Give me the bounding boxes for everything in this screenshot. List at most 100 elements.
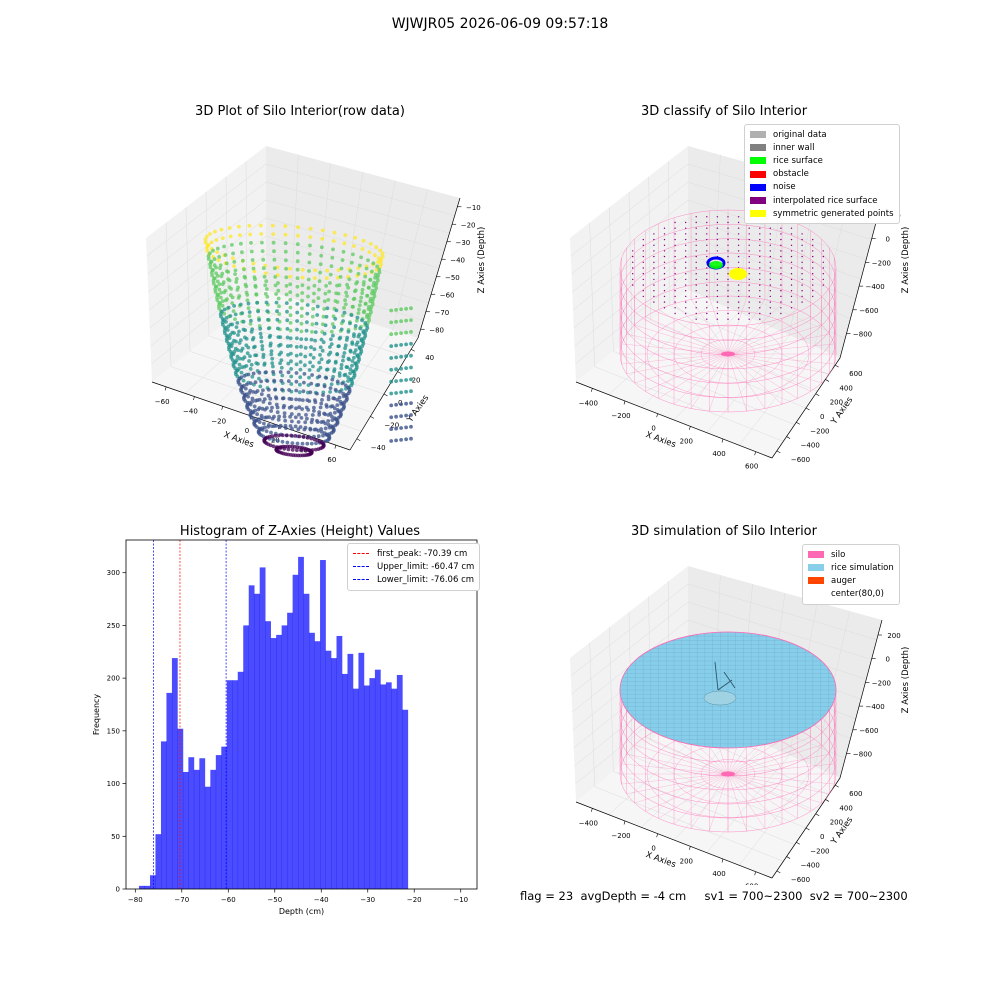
raw-point <box>348 367 353 372</box>
raw-point <box>404 306 408 311</box>
raw-point <box>299 321 304 326</box>
raw-point <box>338 399 343 404</box>
raw-point <box>322 299 327 304</box>
raw-point <box>343 346 347 351</box>
cls-surface-point <box>642 250 644 252</box>
cls-surface-point <box>685 307 687 309</box>
cls-surface-point <box>780 301 782 303</box>
raw-point <box>229 287 233 291</box>
raw-point <box>365 294 369 298</box>
raw-point <box>348 269 353 273</box>
histogram-bar <box>336 635 343 889</box>
cls-surface-point <box>780 233 782 235</box>
cls-surface-point <box>706 238 708 241</box>
raw-point <box>234 325 239 329</box>
raw-point <box>220 303 225 308</box>
raw-point <box>215 246 220 251</box>
raw-point <box>326 413 331 417</box>
raw-point <box>348 321 352 326</box>
cls-surface-point <box>695 284 697 286</box>
cls-silo-floor-ring <box>700 339 756 369</box>
cls-surface-point <box>801 255 803 258</box>
raw-point <box>341 319 345 323</box>
cls-surface-point <box>812 238 814 241</box>
cls-y-tick-label: 0 <box>820 413 824 421</box>
cls-surface-point <box>727 216 729 218</box>
raw-point <box>306 277 311 282</box>
raw-point <box>279 365 284 370</box>
histogram-y-tick-label: 200 <box>107 675 120 683</box>
raw-point <box>389 356 394 360</box>
raw-point <box>307 368 312 372</box>
cls-surface-point <box>769 244 771 246</box>
raw-x-tick <box>193 396 195 401</box>
raw-point <box>409 401 413 405</box>
raw-point <box>286 379 291 383</box>
cls-surface-point <box>769 250 771 252</box>
raw-point <box>261 266 266 271</box>
raw-point <box>286 361 291 366</box>
raw-point <box>305 311 310 316</box>
cls-surface-point <box>737 295 740 298</box>
raw-point <box>343 383 348 388</box>
cls-surface-point <box>642 238 644 241</box>
raw-point <box>237 329 241 334</box>
sim-z-tick-label: −600 <box>859 727 878 735</box>
raw-point <box>266 317 270 322</box>
classify-legend-entry: obstacle <box>750 168 894 181</box>
raw-point <box>316 296 321 300</box>
raw-point <box>228 234 233 239</box>
cls-x-tick-label: 0 <box>651 425 655 433</box>
raw-point <box>270 356 275 361</box>
raw-point <box>259 416 264 421</box>
cls-surface-point <box>695 250 697 252</box>
histogram-bar <box>402 709 409 889</box>
raw-point <box>233 312 238 317</box>
raw-point <box>377 267 382 272</box>
raw-point <box>295 276 300 281</box>
raw-point <box>232 260 237 264</box>
raw-point <box>208 265 213 270</box>
cls-surface-point <box>663 295 666 298</box>
raw-point <box>241 319 246 324</box>
raw-point <box>282 414 287 419</box>
raw-point <box>389 427 394 431</box>
raw-point <box>300 441 305 446</box>
cls-x-tick <box>754 451 756 456</box>
histogram-bar <box>232 680 239 889</box>
raw-point <box>211 279 216 283</box>
raw-point <box>307 260 312 265</box>
raw-point <box>361 329 366 333</box>
histogram-bar <box>320 560 326 889</box>
cls-silo-floor-ring <box>646 310 810 398</box>
raw-point <box>260 344 265 348</box>
raw-point <box>289 359 293 364</box>
cls-z-tick-label: −200 <box>872 259 891 267</box>
raw-point <box>271 370 275 374</box>
cls-x-tick-label: −200 <box>611 412 630 420</box>
raw-y-axis-label: Y Axies <box>405 393 432 425</box>
histogram-bar <box>193 769 200 889</box>
cls-surface-point <box>790 244 793 246</box>
cls-surface-point <box>812 261 814 263</box>
raw-point <box>308 360 312 365</box>
cls-y-tick-label: 400 <box>839 384 852 392</box>
raw-point <box>272 414 276 419</box>
raw-point <box>315 438 320 443</box>
raw-pane-floor <box>152 290 418 450</box>
cls-surface-point <box>674 238 676 241</box>
simulation-legend-entry: silo <box>808 548 894 561</box>
cls-surface-point <box>727 227 729 229</box>
raw-point <box>220 299 225 303</box>
cls-grid-line <box>571 181 689 275</box>
raw-point <box>404 401 408 406</box>
raw-point <box>262 274 267 279</box>
cls-surface-point <box>706 221 708 224</box>
sim-grid-line <box>739 766 815 866</box>
cls-silo-wireframe <box>619 209 837 413</box>
histogram-bar <box>303 593 310 889</box>
raw-point <box>368 277 373 282</box>
sim-y-tick <box>786 856 791 859</box>
raw-point <box>294 388 299 393</box>
cls-surface-point <box>695 273 697 275</box>
